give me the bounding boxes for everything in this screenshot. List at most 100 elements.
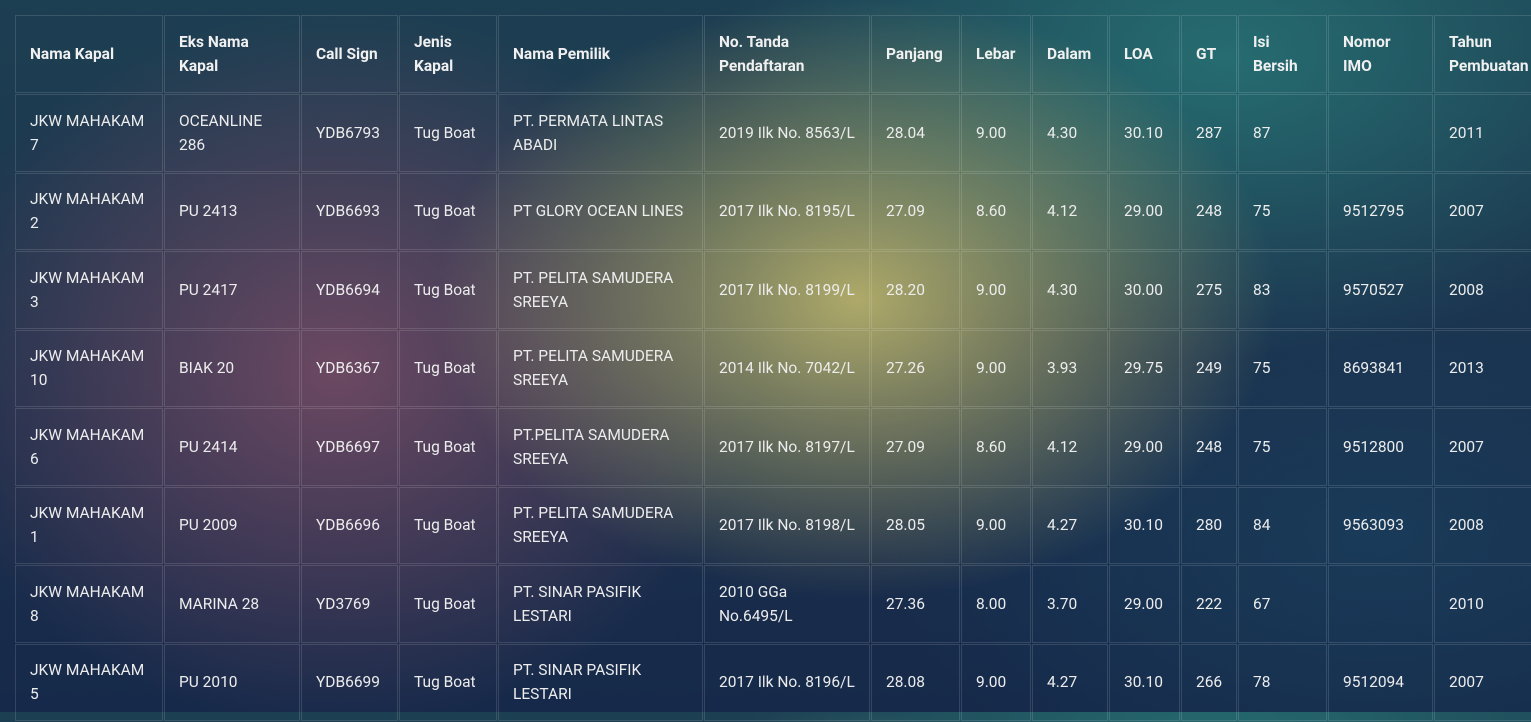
header-cell: Call Sign [301, 15, 398, 93]
cell: YDB6367 [301, 329, 398, 407]
header-cell: Lebar [961, 15, 1031, 93]
cell: JKW MAHAKAM 3 [15, 251, 163, 329]
cell: 67 [1238, 565, 1327, 643]
cell: 78 [1238, 643, 1327, 721]
cell: 2007 [1434, 408, 1531, 486]
cell: 4.27 [1032, 486, 1108, 564]
cell: 28.04 [871, 94, 960, 172]
cell: Tug Boat [399, 329, 497, 407]
cell: 2017 Ilk No. 8195/L [704, 172, 870, 250]
cell: 4.12 [1032, 172, 1108, 250]
cell: 9.00 [961, 251, 1031, 329]
cell: PT. PELITA SAMUDERA SREEYA [498, 486, 703, 564]
header-cell: No. Tanda Pendaftaran [704, 15, 870, 93]
table-body: JKW MAHAKAM 7 OCEANLINE 286 YDB6793 Tug Boa… [15, 94, 1531, 721]
cell: JKW MAHAKAM 5 [15, 643, 163, 721]
cell: 3.93 [1032, 329, 1108, 407]
cell: 27.26 [871, 329, 960, 407]
cell: PU 2010 [164, 643, 300, 721]
cell: 2017 Ilk No. 8198/L [704, 486, 870, 564]
cell: JKW MAHAKAM 2 [15, 172, 163, 250]
cell: JKW MAHAKAM 10 [15, 329, 163, 407]
cell: PT GLORY OCEAN LINES [498, 172, 703, 250]
cell: PU 2413 [164, 172, 300, 250]
header-cell: Tahun Pembuatan [1434, 15, 1531, 93]
cell: Tug Boat [399, 408, 497, 486]
cell: 8.00 [961, 565, 1031, 643]
table-row: JKW MAHAKAM 6 PU 2414 YDB6697 Tug Boat PT.PE… [15, 408, 1531, 486]
cell: 287 [1181, 94, 1237, 172]
cell: YDB6694 [301, 251, 398, 329]
header-cell: Nama Kapal [15, 15, 163, 93]
table-row: JKW MAHAKAM 8 MARINA 28 YD3769 Tug Boat PT. … [15, 565, 1531, 643]
cell: 9.00 [961, 643, 1031, 721]
cell: 2008 [1434, 251, 1531, 329]
cell: 87 [1238, 94, 1327, 172]
cell: Tug Boat [399, 251, 497, 329]
cell: YDB6693 [301, 172, 398, 250]
cell: 2011 [1434, 94, 1531, 172]
cell: 9.00 [961, 329, 1031, 407]
cell: 27.36 [871, 565, 960, 643]
cell: 8.60 [961, 408, 1031, 486]
cell: 29.00 [1109, 408, 1180, 486]
cell: 2008 [1434, 486, 1531, 564]
cell: 30.10 [1109, 94, 1180, 172]
cell: PT. PELITA SAMUDERA SREEYA [498, 329, 703, 407]
header-cell: Panjang [871, 15, 960, 93]
cell: MARINA 28 [164, 565, 300, 643]
cell: PU 2414 [164, 408, 300, 486]
table-row: JKW MAHAKAM 2 PU 2413 YDB6693 Tug Boat PT GL… [15, 172, 1531, 250]
header-cell: GT [1181, 15, 1237, 93]
table-row: JKW MAHAKAM 7 OCEANLINE 286 YDB6793 Tug Boa… [15, 94, 1531, 172]
cell: PU 2417 [164, 251, 300, 329]
cell: 9570527 [1328, 251, 1433, 329]
table-row: JKW MAHAKAM 5 PU 2010 YDB6699 Tug Boat PT. S… [15, 643, 1531, 721]
cell: YDB6697 [301, 408, 398, 486]
cell: PT. PELITA SAMUDERA SREEYA [498, 251, 703, 329]
cell: 4.30 [1032, 251, 1108, 329]
cell: 28.05 [871, 486, 960, 564]
header-cell: Nama Pemilik [498, 15, 703, 93]
cell: 9.00 [961, 486, 1031, 564]
cell: 27.09 [871, 172, 960, 250]
header-row: Nama Kapal Eks Nama Kapal Call Sign Jenis K… [15, 15, 1531, 93]
cell: 30.00 [1109, 251, 1180, 329]
cell: Tug Boat [399, 643, 497, 721]
cell: 75 [1238, 408, 1327, 486]
cell: PU 2009 [164, 486, 300, 564]
cell: PT. SINAR PASIFIK LESTARI [498, 565, 703, 643]
cell: 2007 [1434, 643, 1531, 721]
cell: 222 [1181, 565, 1237, 643]
table-row: JKW MAHAKAM 3 PU 2417 YDB6694 Tug Boat PT. P… [15, 251, 1531, 329]
cell: 248 [1181, 408, 1237, 486]
header-cell: Jenis Kapal [399, 15, 497, 93]
cell: 75 [1238, 172, 1327, 250]
cell: Tug Boat [399, 486, 497, 564]
cell: YDB6696 [301, 486, 398, 564]
cell: 8.60 [961, 172, 1031, 250]
header-cell: Isi Bersih [1238, 15, 1327, 93]
cell: PT. SINAR PASIFIK LESTARI [498, 643, 703, 721]
cell: YD3769 [301, 565, 398, 643]
cell [1328, 94, 1433, 172]
cell: 280 [1181, 486, 1237, 564]
cell: 4.12 [1032, 408, 1108, 486]
cell: PT. PERMATA LINTAS ABADI [498, 94, 703, 172]
cell: PT.PELITA SAMUDERA SREEYA [498, 408, 703, 486]
cell: JKW MAHAKAM 6 [15, 408, 163, 486]
cell: 28.20 [871, 251, 960, 329]
cell: 28.08 [871, 643, 960, 721]
cell: 4.27 [1032, 643, 1108, 721]
cell: 8693841 [1328, 329, 1433, 407]
cell: 2007 [1434, 172, 1531, 250]
cell: 9512094 [1328, 643, 1433, 721]
cell: YDB6699 [301, 643, 398, 721]
cell: 9.00 [961, 94, 1031, 172]
cell: 2017 Ilk No. 8197/L [704, 408, 870, 486]
cell: Tug Boat [399, 172, 497, 250]
cell: 4.30 [1032, 94, 1108, 172]
cell: 2019 Ilk No. 8563/L [704, 94, 870, 172]
table-row: JKW MAHAKAM 1 PU 2009 YDB6696 Tug Boat PT. P… [15, 486, 1531, 564]
